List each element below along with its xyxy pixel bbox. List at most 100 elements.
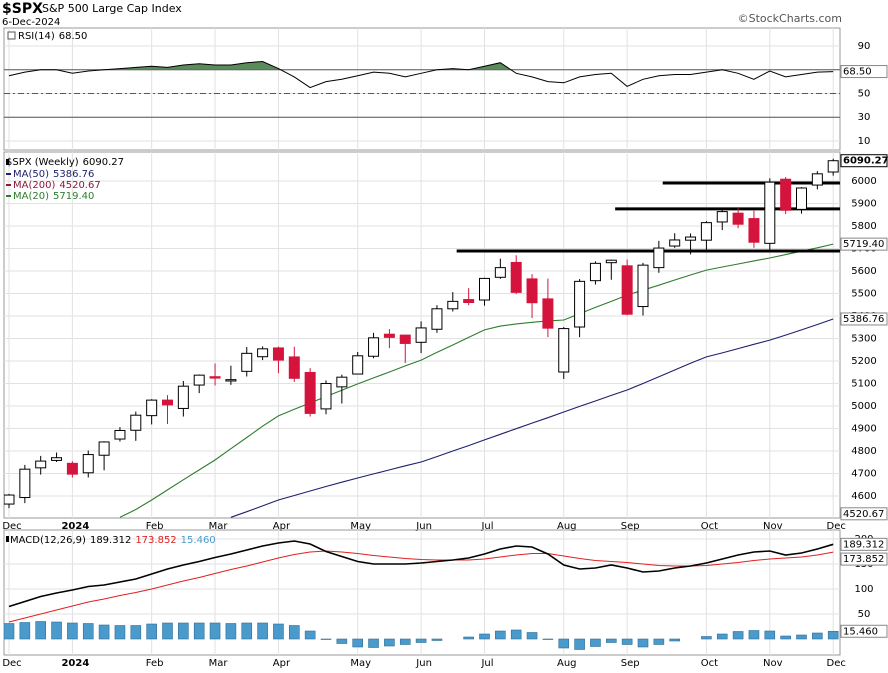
legend-part: MACD(12,26,9) [10,535,86,546]
histogram-bar [98,624,110,640]
histogram-bar [558,638,570,649]
moving-average-line [230,318,834,518]
candle-body [637,264,649,308]
histogram-bar [590,638,601,647]
histogram-bar [732,631,744,640]
candle-body [19,468,31,499]
legend-part: MA(200) [13,180,55,191]
candle-body [177,385,189,409]
candle-body [447,300,459,310]
histogram-bar [209,622,221,640]
candle-body [399,334,411,344]
value-tag-label: 189.312 [843,539,884,550]
histogram-bar [130,625,142,640]
value-tag: 4520.67 [840,507,888,521]
histogram-bar [653,638,665,645]
x-tick-label: May [350,521,371,532]
value-tag-label: 173.852 [843,554,884,565]
candle-body [827,160,839,173]
candle-body [4,494,15,505]
candle-body [162,399,173,406]
x-tick-label: Aug [557,658,577,669]
y-tick-label: 4800 [851,446,876,457]
x-tick-label: Apr [273,658,291,669]
histogram-bar [542,638,554,640]
x-tick-label: Mar [209,658,229,669]
histogram-bar [780,635,791,640]
value-tag-label: 5386.76 [843,314,884,325]
legend-entry: MA(200) 4520.67 [13,180,101,191]
candle-body [748,218,760,243]
panel-frame [3,529,841,656]
legend-entry: MA(20) 5719.40 [13,191,94,202]
histogram-bar [637,638,649,648]
candle-body [415,327,427,343]
y-tick-label: 5900 [851,199,876,210]
histogram-bar [669,638,681,642]
y-tick-label: 5500 [851,288,876,299]
macd-line [8,540,834,608]
x-tick-label: Jul [480,521,493,532]
candle-body [288,356,300,379]
candle-body [558,328,570,373]
candle-body [669,239,681,247]
histogram-bar [352,638,364,648]
y-tick-label: 5100 [851,378,876,389]
histogram-bar [415,638,427,643]
candle-body [320,382,332,410]
plot-area [4,158,840,518]
candle-body [130,414,142,431]
candle-body [209,376,221,379]
value-tag: 5386.76 [840,312,888,326]
histogram-bar [288,625,300,640]
histogram-bar [574,638,585,650]
y-tick-label: 5200 [851,356,876,367]
value-tag-label: 15.460 [843,626,878,637]
value-tag-box [840,65,888,79]
y-tick-label: 90 [858,41,871,52]
candle-body [35,460,47,469]
symbol: $SPX [2,1,43,17]
x-tick-label: Aug [557,521,577,532]
legend-entry: RSI(14) 68.50 [18,31,87,42]
x-tick-label: Dec [2,658,21,669]
candle-body [241,352,253,372]
x-tick-label: Sep [621,521,640,532]
candle-body [479,277,490,301]
candle-body [114,429,126,440]
histogram-bar [463,636,474,640]
candle-body [193,374,205,386]
value-tag-label: 6090.27 [843,156,888,167]
value-tag-label: 68.50 [843,67,872,78]
candle-body [605,259,617,264]
candle-body [653,247,665,269]
value-tag: 189.312 [840,537,888,551]
x-tick-label: Dec [827,521,846,532]
histogram-bar [19,622,31,640]
candle-body [463,299,475,303]
candle-body [780,178,792,211]
histogram-bar [320,638,332,640]
value-tag-box [840,312,888,326]
histogram-bar [399,638,411,645]
candle-body [621,265,633,315]
index-name: S&P 500 Large Cap Index [42,2,182,15]
y-tick-label: 5000 [851,401,876,412]
histogram-bar [510,629,522,640]
value-tag-box [840,537,888,551]
y-tick-label: 4700 [851,468,876,479]
chart-date: 6-Dec-2024 [2,17,60,28]
candle-body [685,236,697,241]
panel-frame [3,27,841,151]
candle-body [146,399,158,417]
x-tick-label: Jun [415,521,432,532]
histogram-bar [241,622,253,640]
value-tag-box [840,624,888,638]
candle-body [272,347,284,361]
legend-part: 5386.76 [53,169,94,180]
histogram-bar [812,632,823,640]
histogram-bar [827,630,839,640]
histogram-bar [114,625,126,640]
y-tick-label: 4600 [851,491,876,502]
